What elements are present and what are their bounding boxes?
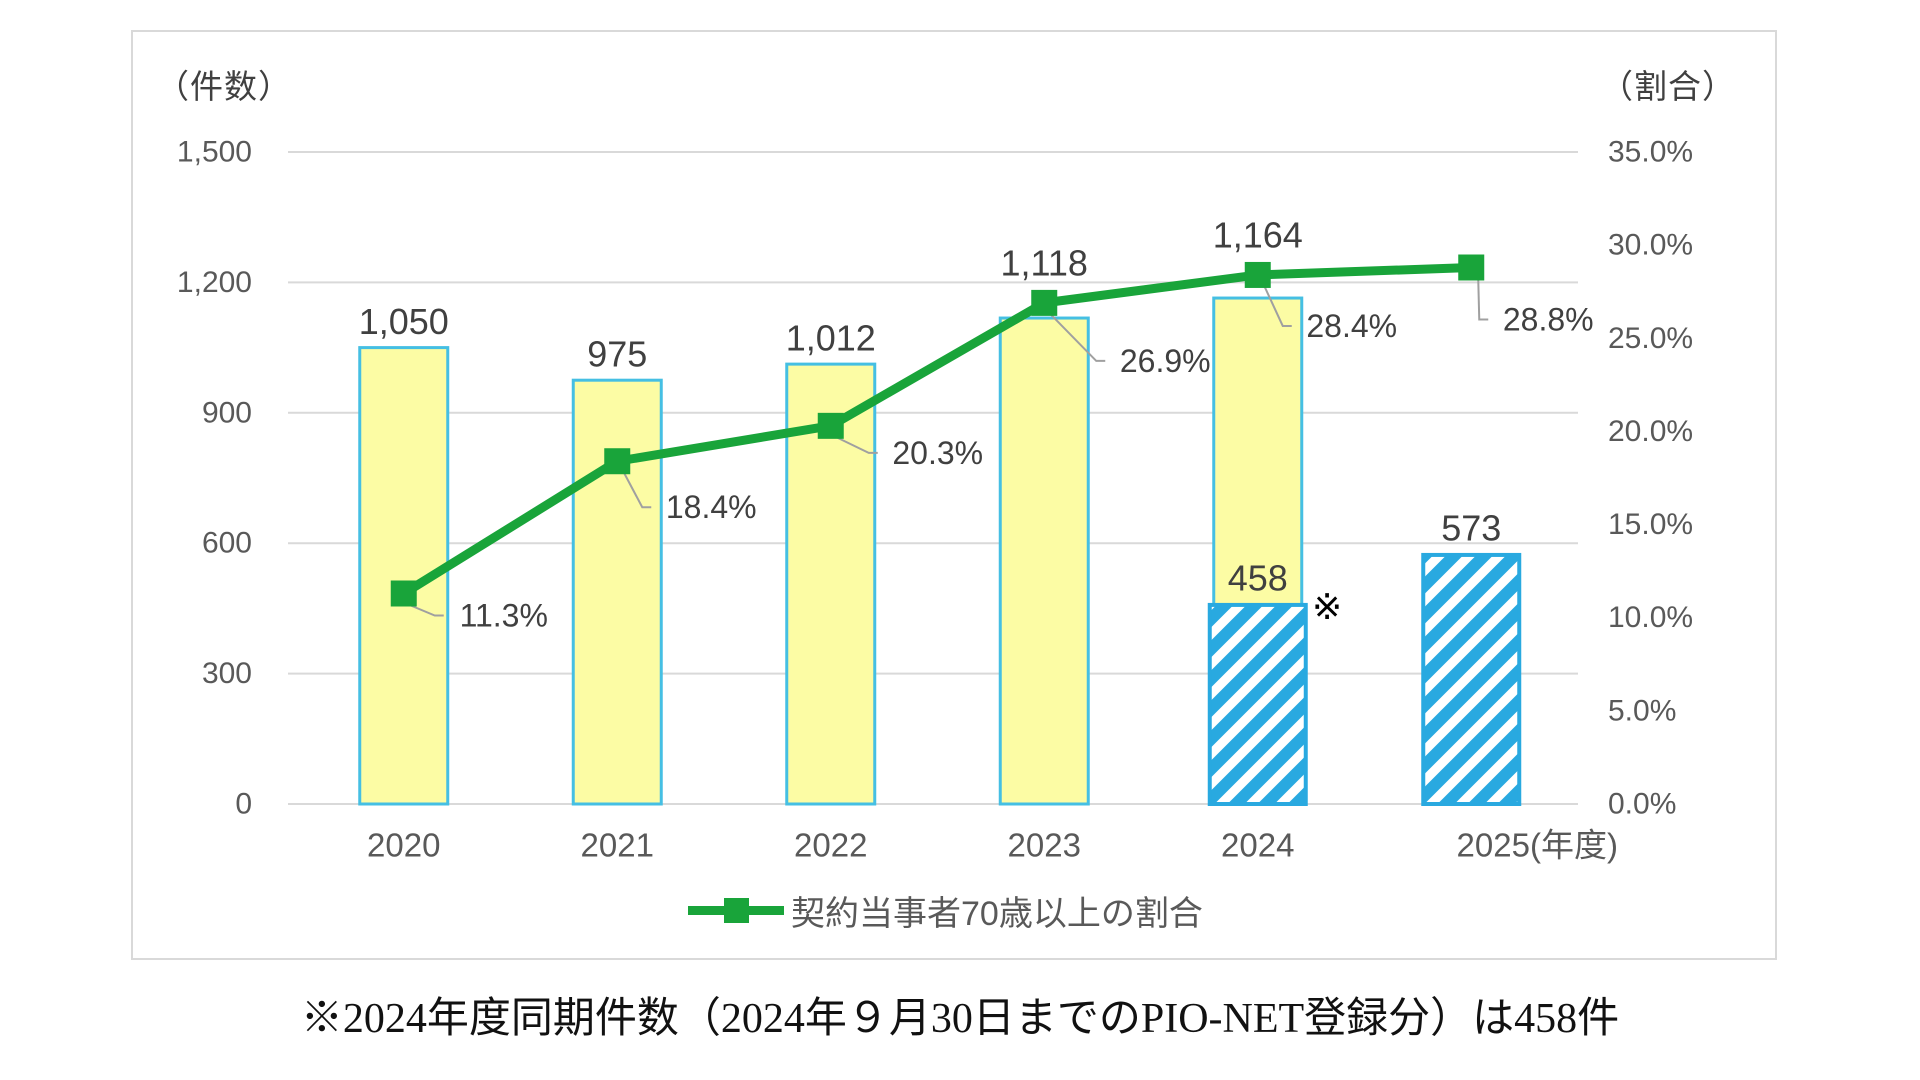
legend-label: 契約当事者70歳以上の割合 [791, 894, 1203, 933]
line-series-legend-marker-icon [688, 897, 784, 923]
chart-panel [131, 30, 1777, 960]
legend: 契約当事者70歳以上の割合 [688, 888, 1203, 933]
reference-mark: ※ [1312, 586, 1343, 627]
square-marker-icon [724, 897, 749, 923]
footnote: ※2024年度同期件数（2024年９月30日までのPIO-NET登録分）は458… [300, 996, 1620, 1042]
right-axis-title: （割合） [1600, 68, 1736, 105]
left-axis-title: （件数） [156, 68, 292, 105]
